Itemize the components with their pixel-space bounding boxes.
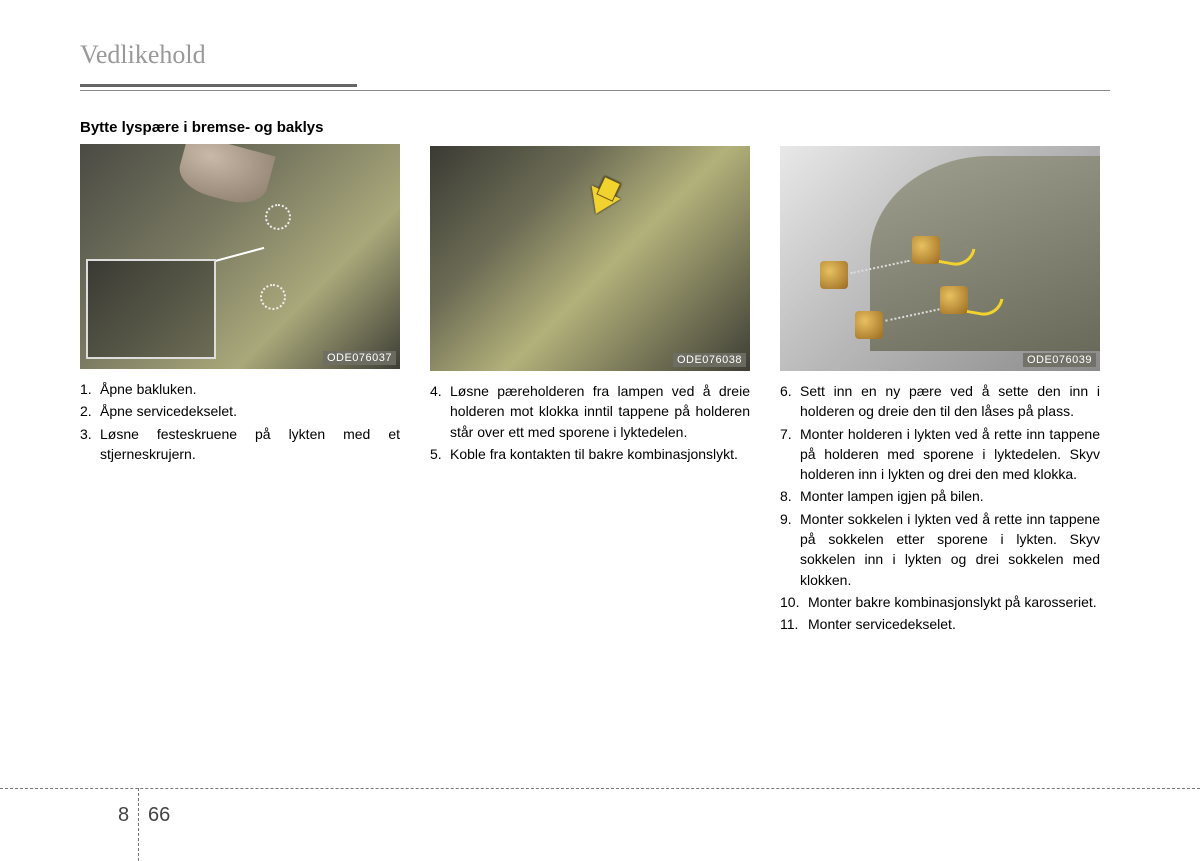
step-6: 6. Sett inn en ny pære ved å sette den i… (780, 381, 1100, 422)
figure-2: ODE076038 (430, 146, 750, 371)
column-2: ODE076038 4. Løsne pæreholderen fra lamp… (430, 119, 750, 637)
step-number: 9. (780, 509, 800, 590)
step-number: 8. (780, 486, 800, 506)
manual-page: Vedlikehold Bytte lyspære i bremse- og b… (80, 40, 1110, 637)
step-3: 3. Løsne festeskruene på lykten med et s… (80, 424, 400, 465)
figure-1-inset (86, 259, 216, 359)
hand-illustration (174, 144, 275, 210)
step-text: Løsne pæreholderen fra lampen ved å drei… (450, 381, 750, 442)
lamp-housing-illustration (870, 156, 1100, 351)
step-text: Løsne festeskruene på lykten med et stje… (100, 424, 400, 465)
crop-mark-horizontal (0, 788, 1200, 789)
step-text: Monter lampen igjen på bilen. (800, 486, 1100, 506)
step-text: Monter servicedekselet. (808, 614, 1100, 634)
subheading: Bytte lyspære i bremse- og baklys (80, 119, 400, 136)
step-number: 5. (430, 444, 450, 464)
crop-mark-vertical (138, 788, 139, 861)
highlight-circle-2 (260, 284, 286, 310)
step-text: Koble fra kontakten til bakre kombinasjo… (450, 444, 750, 464)
step-10: 10. Monter bakre kombinasjonslykt på kar… (780, 592, 1100, 612)
step-4: 4. Løsne pæreholderen fra lampen ved å d… (430, 381, 750, 442)
column-3: ODE076039 6. Sett inn en ny pære ved å s… (780, 119, 1100, 637)
step-1: 1. Åpne bakluken. (80, 379, 400, 399)
col1-steps: 1. Åpne bakluken. 2. Åpne servicedeksele… (80, 379, 400, 464)
step-7: 7. Monter holderen i lykten ved å rette … (780, 424, 1100, 485)
col2-steps: 4. Løsne pæreholderen fra lampen ved å d… (430, 381, 750, 464)
step-number: 3. (80, 424, 100, 465)
step-text: Sett inn en ny pære ved å sette den inn … (800, 381, 1100, 422)
col3-steps: 6. Sett inn en ny pære ved å sette den i… (780, 381, 1100, 635)
step-9: 9. Monter sokkelen i lykten ved å rette … (780, 509, 1100, 590)
bulb-icon (820, 261, 848, 289)
step-number: 4. (430, 381, 450, 442)
column-1: Bytte lyspære i bremse- og baklys ODE076… (80, 119, 400, 637)
page-number: 66 (148, 804, 170, 827)
step-11: 11. Monter servicedekselet. (780, 614, 1100, 634)
direction-arrow-icon (581, 185, 620, 220)
figure-2-code: ODE076038 (673, 353, 746, 367)
step-text: Monter sokkelen i lykten ved å rette inn… (800, 509, 1100, 590)
step-2: 2. Åpne servicedekselet. (80, 401, 400, 421)
content-columns: Bytte lyspære i bremse- og baklys ODE076… (80, 119, 1110, 637)
step-text: Åpne bakluken. (100, 379, 400, 399)
bulb-icon (940, 286, 968, 314)
step-text: Monter holderen i lykten ved å rette inn… (800, 424, 1100, 485)
bulb-icon (855, 311, 883, 339)
step-number: 6. (780, 381, 800, 422)
step-number: 11. (780, 614, 808, 634)
step-number: 10. (780, 592, 808, 612)
header-rule-thick (80, 84, 357, 87)
figure-3: ODE076039 (780, 146, 1100, 371)
step-8: 8. Monter lampen igjen på bilen. (780, 486, 1100, 506)
spacer (780, 119, 1100, 146)
highlight-circle-1 (265, 204, 291, 230)
spacer (430, 119, 750, 146)
callout-line (211, 247, 265, 263)
figure-3-code: ODE076039 (1023, 353, 1096, 367)
chapter-number: 8 (118, 804, 129, 827)
header-rule-thin (80, 90, 1110, 91)
step-number: 7. (780, 424, 800, 485)
step-text: Åpne servicedekselet. (100, 401, 400, 421)
section-title: Vedlikehold (80, 40, 1110, 78)
step-text: Monter bakre kombinasjonslykt på karosse… (808, 592, 1100, 612)
bulb-icon (912, 236, 940, 264)
step-number: 1. (80, 379, 100, 399)
step-5: 5. Koble fra kontakten til bakre kombina… (430, 444, 750, 464)
step-number: 2. (80, 401, 100, 421)
figure-1-code: ODE076037 (323, 351, 396, 365)
figure-1: ODE076037 (80, 144, 400, 369)
